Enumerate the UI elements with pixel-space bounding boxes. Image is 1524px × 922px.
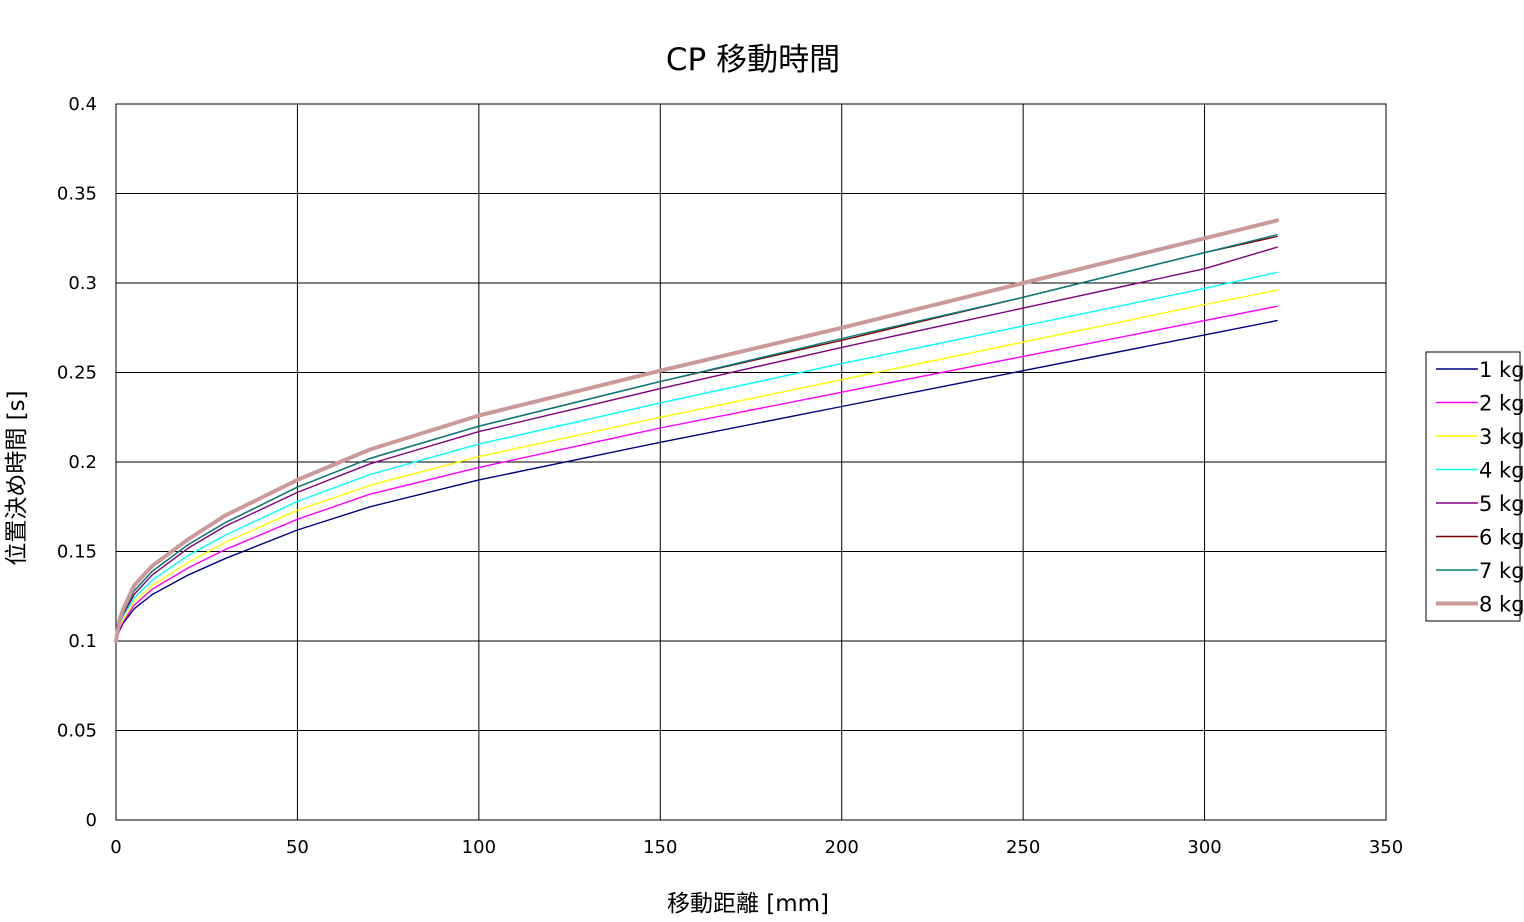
legend-box bbox=[1425, 351, 1521, 622]
y-tick-label: 0.15 bbox=[57, 542, 97, 563]
x-tick-label: 350 bbox=[1369, 837, 1403, 858]
x-tick-label: 300 bbox=[1187, 837, 1221, 858]
series-line-2 bbox=[115, 305, 1278, 642]
legend-label: 5 kg bbox=[1479, 492, 1524, 516]
x-tick-label: 150 bbox=[643, 837, 677, 858]
y-tick-label: 0.2 bbox=[68, 452, 97, 473]
y-tick-label: 0.35 bbox=[57, 184, 97, 205]
series-line-1 bbox=[115, 319, 1278, 642]
plot-frame bbox=[115, 103, 1387, 821]
chart-title: CP 移動時間 bbox=[666, 42, 840, 78]
y-tick-label: 0.3 bbox=[68, 273, 97, 294]
legend-label: 4 kg bbox=[1479, 459, 1524, 483]
series-line-5 bbox=[115, 246, 1278, 642]
legend-label: 2 kg bbox=[1479, 392, 1524, 416]
legend-label: 1 kg bbox=[1479, 358, 1524, 382]
legend-label: 3 kg bbox=[1479, 425, 1524, 449]
y-tick-labels: 0 0.05 0.1 0.15 0.2 0.25 0.3 0.35 0.4 bbox=[57, 94, 97, 831]
legend-label: 7 kg bbox=[1479, 559, 1524, 583]
y-tick-label: 0.05 bbox=[57, 721, 97, 742]
x-tick-label: 0 bbox=[110, 837, 121, 858]
y-tick-label: 0.25 bbox=[57, 363, 97, 384]
series-line-6 bbox=[115, 235, 1278, 642]
series-line-3 bbox=[115, 289, 1278, 642]
series-line-8 bbox=[114, 218, 1280, 643]
y-tick-label: 0 bbox=[86, 810, 97, 831]
x-axis-title: 移動距離 [mm] bbox=[667, 891, 829, 917]
x-tick-label: 250 bbox=[1006, 837, 1040, 858]
x-tick-label: 50 bbox=[286, 837, 309, 858]
series-line-7 bbox=[115, 233, 1278, 642]
series-lines bbox=[114, 218, 1280, 643]
grid bbox=[115, 103, 1387, 821]
x-tick-labels: 0 50 100 150 200 250 300 350 bbox=[110, 837, 1403, 858]
x-tick-label: 100 bbox=[462, 837, 496, 858]
x-tick-label: 200 bbox=[825, 837, 859, 858]
legend: 1 kg 2 kg 3 kg 4 kg 5 kg 6 kg 7 kg 8 kg bbox=[1425, 351, 1524, 622]
y-tick-label: 0.4 bbox=[68, 94, 97, 115]
legend-label: 6 kg bbox=[1479, 526, 1524, 550]
y-axis-title: 位置決め時間 [s] bbox=[4, 390, 30, 565]
series-line-4 bbox=[115, 271, 1278, 642]
y-tick-label: 0.1 bbox=[68, 631, 97, 652]
legend-label: 8 kg bbox=[1479, 593, 1524, 617]
